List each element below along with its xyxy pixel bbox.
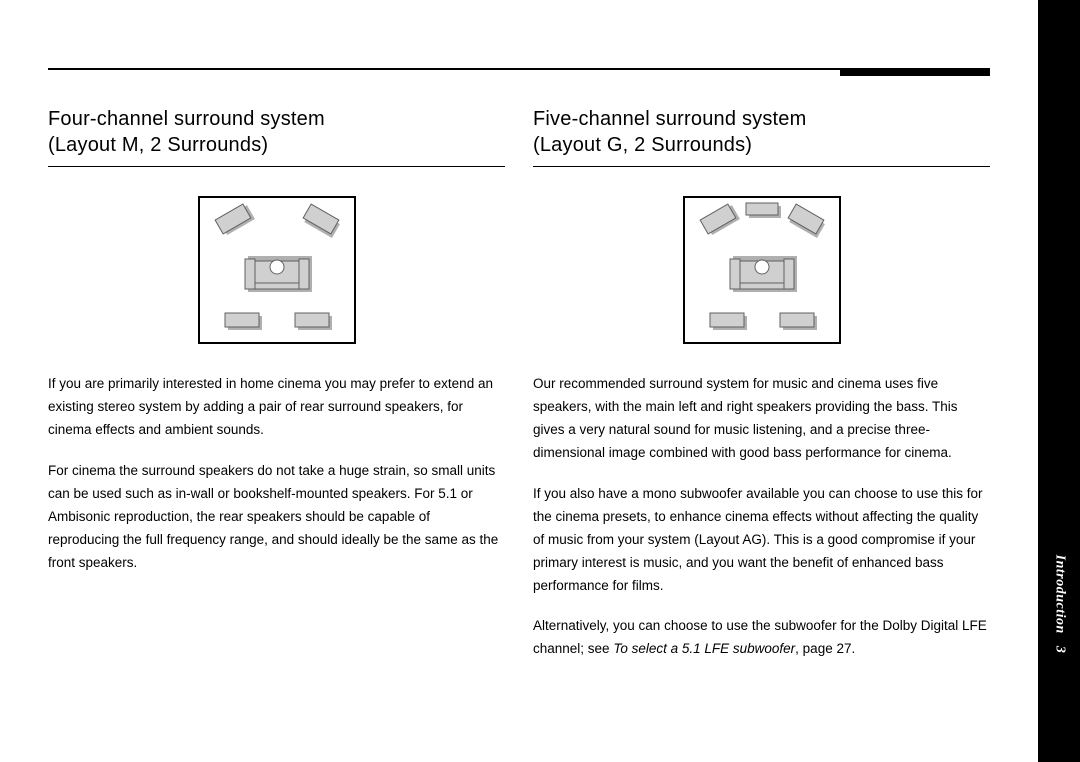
right-para-3: Alternatively, you can choose to use the… xyxy=(533,615,990,661)
right-column: Five-channel surround system (Layout G, … xyxy=(533,106,990,679)
sidebar-label: Introduction xyxy=(1052,555,1067,634)
left-column: Four-channel surround system (Layout M, … xyxy=(48,106,505,679)
left-diagram-wrap xyxy=(48,195,505,345)
right-room-diagram xyxy=(682,195,842,345)
left-para-2: For cinema the surround speakers do not … xyxy=(48,460,505,575)
right-diagram-wrap xyxy=(533,195,990,345)
top-rule xyxy=(48,68,990,70)
right-title-line1: Five-channel surround system xyxy=(533,108,807,130)
sidebar-tab: Introduction 3 xyxy=(1038,0,1080,762)
left-para-1: If you are primarily interested in home … xyxy=(48,373,505,442)
left-room-diagram xyxy=(197,195,357,345)
right-para-1: Our recommended surround system for musi… xyxy=(533,373,990,465)
right-title-line2: (Layout G, 2 Surrounds) xyxy=(533,134,752,156)
page-number: 3 xyxy=(1052,646,1067,654)
right-para-2: If you also have a mono subwoofer availa… xyxy=(533,483,990,598)
left-body: If you are primarily interested in home … xyxy=(48,373,505,575)
right-title: Five-channel surround system (Layout G, … xyxy=(533,106,990,167)
left-title-line1: Four-channel surround system xyxy=(48,108,325,130)
page-content: Four-channel surround system (Layout M, … xyxy=(0,0,1038,762)
right-para3-suffix: , page 27. xyxy=(795,641,855,656)
sidebar-inner: Introduction 3 xyxy=(1051,555,1067,654)
columns: Four-channel surround system (Layout M, … xyxy=(48,106,990,679)
left-title: Four-channel surround system (Layout M, … xyxy=(48,106,505,167)
right-body: Our recommended surround system for musi… xyxy=(533,373,990,661)
left-title-line2: (Layout M, 2 Surrounds) xyxy=(48,134,268,156)
right-para3-italic: To select a 5.1 LFE subwoofer xyxy=(613,641,795,656)
